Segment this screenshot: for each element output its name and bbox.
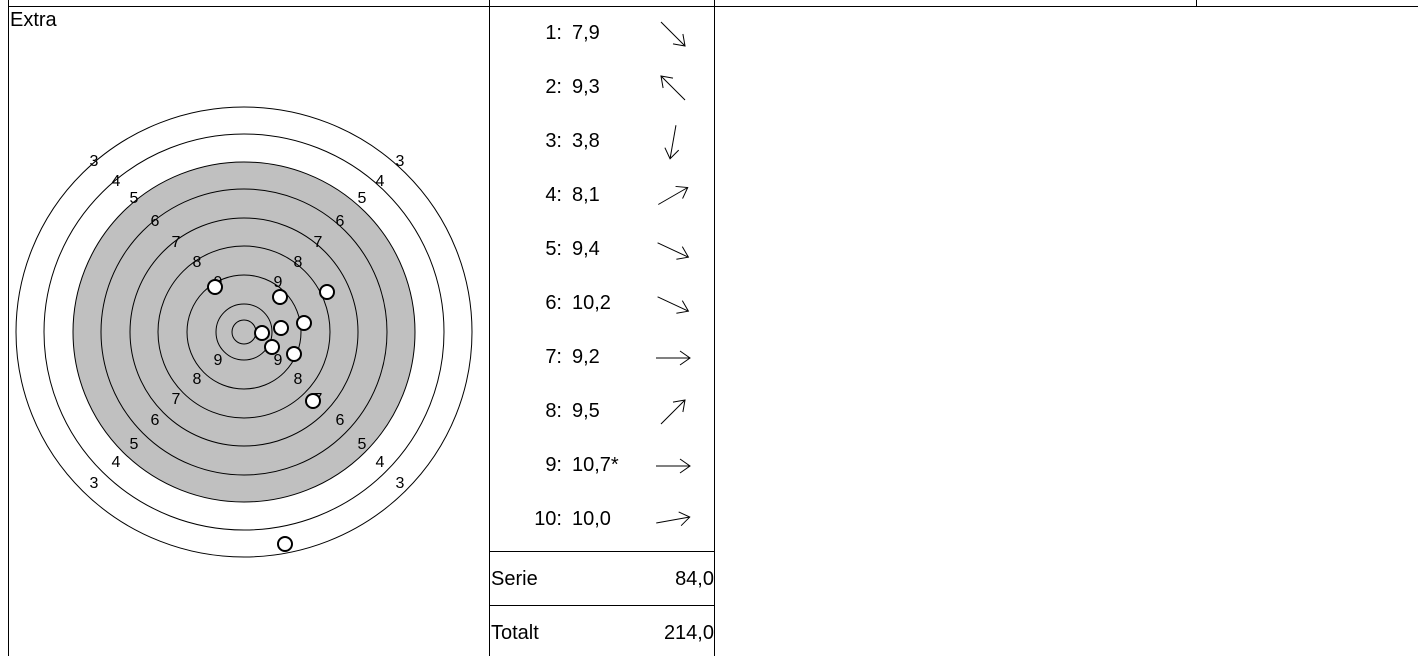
- ring-label-6-2: 6: [151, 412, 160, 429]
- shot-row: 3: 3,8: [490, 116, 714, 170]
- ring-9: [186, 274, 302, 390]
- shot-row: 7: 9,2: [490, 332, 714, 386]
- shot-hole-10: [277, 536, 293, 552]
- shot-value: 9,5: [572, 400, 600, 422]
- shot-value: 9,4: [572, 238, 600, 260]
- shot-value: 9,2: [572, 346, 600, 368]
- shot-row: 8: 9,5: [490, 386, 714, 440]
- shot-hole-7: [264, 339, 280, 355]
- ring-6: [100, 188, 388, 476]
- shot-number: 5:: [545, 238, 562, 260]
- ring-label-5-3: 5: [358, 436, 367, 453]
- ring-label-6-0: 6: [151, 213, 160, 230]
- direction-arrow-icon: [657, 242, 690, 260]
- shot-value: 10,7*: [572, 454, 619, 476]
- shot-row: 10: 10,0: [490, 494, 714, 548]
- shot-hole-3: [319, 284, 335, 300]
- ring-label-4-3: 4: [376, 454, 385, 471]
- ring-label-4-2: 4: [112, 454, 121, 471]
- shot-row: 5: 9,4: [490, 224, 714, 278]
- direction-arrow-icon: [656, 511, 691, 527]
- ring-label-9-2: 9: [214, 352, 223, 369]
- grid-line-totalt: [489, 605, 715, 606]
- shot-value: 10,2: [572, 292, 611, 314]
- shot-value: 7,9: [572, 22, 600, 44]
- shot-hole-2: [272, 289, 288, 305]
- ring-label-8-3: 8: [294, 371, 303, 388]
- ring-label-4-0: 4: [112, 173, 121, 190]
- grid-line-col2: [714, 0, 715, 656]
- ring-label-3-0: 3: [90, 153, 99, 170]
- ring-label-8-2: 8: [193, 371, 202, 388]
- ring-label-7-1: 7: [314, 234, 323, 251]
- direction-arrow-icon: [657, 296, 690, 314]
- ring-5: [72, 161, 416, 503]
- direction-arrow-icon: [660, 399, 686, 425]
- shot-hole-1: [207, 279, 223, 295]
- serie-value: 84,0: [675, 568, 714, 590]
- direction-arrow-icon: [658, 185, 689, 205]
- direction-arrow-icon: [660, 75, 686, 101]
- grid-line-top-right: [1196, 0, 1197, 7]
- ring-label-7-2: 7: [172, 391, 181, 408]
- shot-hole-5: [273, 320, 289, 336]
- direction-arrow-icon: [664, 125, 680, 160]
- grid-line-col1: [489, 0, 490, 656]
- ring-10: [215, 303, 273, 361]
- direction-arrow-icon: [656, 458, 691, 474]
- shot-hole-8: [286, 346, 302, 362]
- section-label: Extra: [10, 9, 57, 31]
- shot-number: 8:: [545, 400, 562, 422]
- shot-number: 4:: [545, 184, 562, 206]
- ring-label-3-1: 3: [396, 153, 405, 170]
- ring-label-3-3: 3: [396, 475, 405, 492]
- totalt-label: Totalt: [491, 622, 539, 644]
- ring-label-5-0: 5: [130, 190, 139, 207]
- ring-label-9-3: 9: [274, 352, 283, 369]
- direction-arrow-icon: [660, 21, 686, 47]
- serie-label: Serie: [491, 568, 538, 590]
- shot-value: 10,0: [572, 508, 611, 530]
- ring-label-7-0: 7: [172, 234, 181, 251]
- shot-row: 1: 7,9: [490, 8, 714, 62]
- shot-hole-9: [305, 393, 321, 409]
- shot-number: 1:: [545, 22, 562, 44]
- ring-label-6-3: 6: [336, 412, 345, 429]
- shot-row: 2: 9,3: [490, 62, 714, 116]
- shot-number: 6:: [545, 292, 562, 314]
- ring-label-4-1: 4: [376, 173, 385, 190]
- shot-number: 7:: [545, 346, 562, 368]
- ring-label-8-1: 8: [294, 254, 303, 271]
- grid-line-left: [8, 0, 9, 656]
- shot-value: 3,8: [572, 130, 600, 152]
- ring-label-8-0: 8: [193, 254, 202, 271]
- shot-number: 2:: [545, 76, 562, 98]
- direction-arrow-icon: [656, 350, 691, 366]
- shot-hole-4: [254, 325, 270, 341]
- ring-8: [157, 245, 331, 419]
- ring-label-5-1: 5: [358, 190, 367, 207]
- shot-number: 10:: [534, 508, 562, 530]
- ring-7: [129, 217, 359, 447]
- shot-number: 3:: [545, 130, 562, 152]
- ring-label-9-1: 9: [274, 274, 283, 291]
- ring-label-6-1: 6: [336, 213, 345, 230]
- ring-label-5-2: 5: [130, 436, 139, 453]
- shot-row: 9: 10,7*: [490, 440, 714, 494]
- shot-number: 9:: [545, 454, 562, 476]
- shot-hole-6: [296, 315, 312, 331]
- shot-value: 9,3: [572, 76, 600, 98]
- ring-label-3-2: 3: [90, 475, 99, 492]
- grid-line-top: [8, 6, 1418, 7]
- shooting-target: 3333444455556666777788889999: [15, 106, 473, 558]
- grid-line-serie: [489, 551, 715, 552]
- shot-row: 4: 8,1: [490, 170, 714, 224]
- totalt-value: 214,0: [663, 622, 714, 644]
- shot-row: 6: 10,2: [490, 278, 714, 332]
- shot-value: 8,1: [572, 184, 600, 206]
